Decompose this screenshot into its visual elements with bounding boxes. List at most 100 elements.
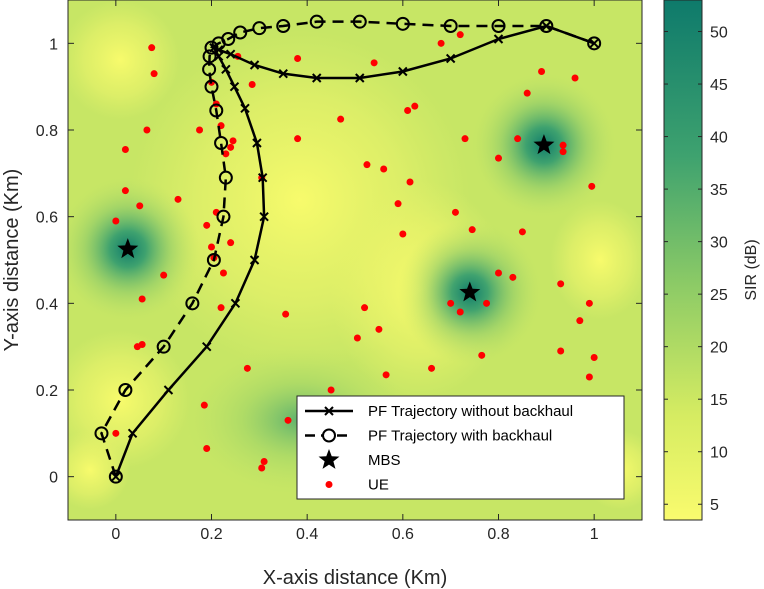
ue-point	[227, 239, 235, 247]
legend-item: UE	[325, 477, 389, 494]
colorbar-tick-label: 25	[710, 287, 728, 304]
ue-point	[361, 304, 369, 312]
ue-point	[428, 364, 436, 372]
y-tick-label: 1	[49, 36, 58, 53]
y-axis: 0 0.2 0.4 0.6 0.8 1	[36, 36, 642, 487]
trajectory-o-marker	[209, 103, 224, 118]
ue-point	[121, 146, 129, 153]
mbs-star	[533, 134, 555, 155]
trajectory-o-marker	[204, 40, 219, 55]
ue-point	[585, 373, 593, 381]
ue-point	[160, 271, 168, 279]
ue-point	[260, 458, 268, 465]
colorbar-tick-label: 50	[710, 25, 728, 42]
y-tick-label: 0.4	[36, 296, 58, 313]
x-axis: 0 0.2 0.4 0.6 0.8 1	[111, 0, 599, 543]
trajectory-x-marker	[230, 298, 241, 309]
trajectory-x-marker	[221, 64, 231, 75]
ue-point	[375, 325, 383, 333]
trajectory-x-marker	[493, 34, 504, 44]
trajectory-x-marker	[278, 68, 288, 79]
mbs-series	[117, 134, 555, 302]
ue-point	[404, 107, 412, 114]
legend-label: UE	[368, 477, 389, 494]
plot-frame	[67, 0, 643, 521]
trajectory-o-marker	[206, 253, 221, 267]
ue-point	[382, 371, 390, 379]
ue-point	[138, 341, 146, 348]
legend-box	[296, 395, 625, 500]
ue-point	[399, 230, 407, 238]
colorbar-tick-label: 40	[710, 130, 728, 147]
legend-o-marker	[322, 428, 336, 443]
ue-point	[394, 200, 402, 208]
ue-point	[112, 429, 120, 437]
legend-item: PF Trajectory with backhaul	[305, 428, 552, 445]
trajectory-x-marker	[589, 38, 599, 49]
plot-series	[94, 14, 602, 484]
ue-point	[576, 317, 584, 325]
trajectory-o-marker	[352, 14, 367, 29]
ue-point	[523, 89, 531, 97]
ue-point	[456, 308, 464, 316]
trajectory-o-marker	[539, 19, 554, 33]
trajectory-x-marker	[240, 103, 250, 114]
x-tick-label: 0.2	[200, 526, 222, 543]
y-tick-label: 0	[49, 470, 58, 487]
ue-point	[478, 351, 486, 359]
ue-point	[138, 295, 146, 303]
trajectory-o-marker	[216, 209, 231, 224]
ue-point	[200, 401, 208, 409]
ue-point	[353, 334, 361, 342]
ue-point	[461, 135, 469, 143]
colorbar-tick-label: 45	[710, 77, 728, 94]
ue-point	[514, 135, 522, 143]
trajectory-o-marker	[309, 14, 324, 29]
ue-point	[538, 68, 546, 75]
trajectory-o-marker	[94, 426, 109, 441]
ue-point	[456, 31, 464, 39]
trajectory-x-marker	[398, 66, 408, 77]
colorbar-tick-label: 35	[710, 182, 728, 199]
legend-item: PF Trajectory without backhaul	[305, 403, 573, 420]
ue-point	[227, 143, 235, 151]
ue-point	[337, 115, 345, 123]
colorbar	[663, 0, 703, 521]
x-tick-label: 0.4	[296, 526, 318, 543]
trajectory-o-marker	[443, 19, 458, 33]
ue-point	[370, 59, 378, 67]
ue-point	[518, 228, 526, 236]
ue-point	[559, 141, 567, 149]
legend-item: MBS	[318, 449, 401, 469]
legend-label: PF Trajectory without backhaul	[368, 403, 573, 420]
trajectory-o-marker	[233, 25, 248, 40]
trajectory-x-marker	[249, 60, 260, 70]
ue-point	[483, 299, 491, 307]
trajectory-x-marker	[249, 255, 260, 265]
ue-point	[148, 44, 156, 52]
ue-point	[437, 39, 445, 47]
ue-point	[219, 269, 227, 277]
ue-point	[150, 70, 158, 78]
trajectory-o-marker	[118, 383, 133, 397]
legend-x-marker	[324, 406, 334, 416]
trajectory-o-marker	[218, 170, 233, 185]
ue-point	[557, 347, 565, 355]
trajectory-o-marker	[491, 19, 506, 33]
trajectory-o-marker	[156, 339, 171, 354]
ue-point	[406, 178, 414, 186]
ue-point	[222, 150, 230, 158]
x-tick-label: 0.8	[487, 526, 509, 543]
trajectory-o-marker	[395, 16, 410, 31]
colorbar-tick-label: 10	[710, 445, 728, 462]
ue-point	[411, 102, 419, 110]
trajectory-x-marker	[127, 428, 138, 439]
ue-point	[282, 310, 290, 318]
trajectory-x-marker	[259, 211, 269, 222]
mbs-star	[459, 281, 481, 302]
trajectory-o-marker	[276, 19, 291, 33]
x-tick-label: 0.6	[392, 526, 414, 543]
ue-point	[495, 154, 502, 162]
ue-point	[495, 269, 502, 277]
